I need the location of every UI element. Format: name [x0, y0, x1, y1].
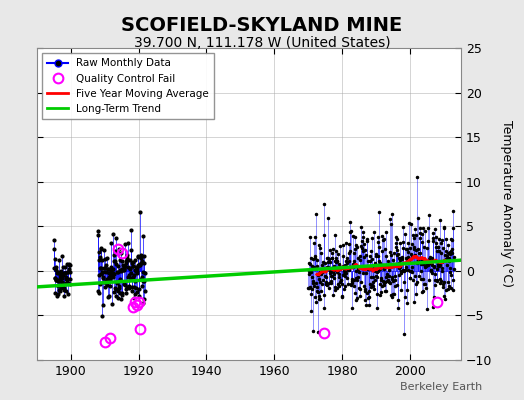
Text: SCOFIELD-SKYLAND MINE: SCOFIELD-SKYLAND MINE: [122, 16, 402, 35]
Y-axis label: Temperature Anomaly (°C): Temperature Anomaly (°C): [500, 120, 513, 288]
Text: 39.700 N, 111.178 W (United States): 39.700 N, 111.178 W (United States): [134, 36, 390, 50]
Text: Berkeley Earth: Berkeley Earth: [400, 382, 482, 392]
Legend: Raw Monthly Data, Quality Control Fail, Five Year Moving Average, Long-Term Tren: Raw Monthly Data, Quality Control Fail, …: [42, 53, 214, 119]
